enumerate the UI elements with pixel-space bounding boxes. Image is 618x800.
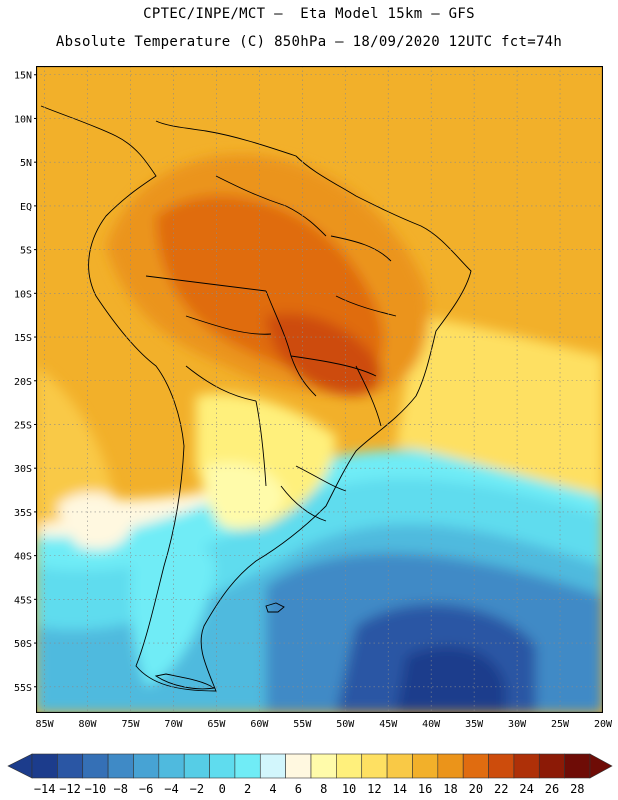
lon-tick-label: 85W bbox=[36, 719, 55, 730]
colorbar-label: −10 bbox=[85, 782, 107, 796]
lon-tick-label: 80W bbox=[79, 719, 98, 730]
colorbar-label: 4 bbox=[269, 782, 276, 796]
colorbar-label: −4 bbox=[164, 782, 178, 796]
colorbar-label: 28 bbox=[570, 782, 584, 796]
lon-tick-label: 65W bbox=[207, 719, 226, 730]
lat-tick-label: 25S bbox=[14, 420, 32, 431]
colorbar-label: −14 bbox=[34, 782, 56, 796]
colorbar-label: 20 bbox=[469, 782, 483, 796]
colorbar-swatch bbox=[564, 753, 591, 779]
colorbar-label: −6 bbox=[139, 782, 153, 796]
lon-tick-label: 40W bbox=[422, 719, 441, 730]
lat-tick-label: EQ bbox=[20, 202, 32, 213]
colorbar-label: −8 bbox=[114, 782, 128, 796]
colorbar-swatch bbox=[234, 753, 261, 779]
lon-tick-label: 35W bbox=[465, 719, 484, 730]
lat-lon-grid bbox=[36, 66, 603, 713]
colorbar-swatch bbox=[82, 753, 109, 779]
colorbar-label: −12 bbox=[59, 782, 81, 796]
map-frame bbox=[36, 66, 603, 713]
lon-tick-label: 60W bbox=[250, 719, 269, 730]
colorbar-label: −2 bbox=[190, 782, 204, 796]
colorbar-label: 2 bbox=[244, 782, 251, 796]
lat-tick-label: 45S bbox=[14, 595, 32, 606]
colorbar-label: 24 bbox=[519, 782, 533, 796]
colorbar-swatch bbox=[133, 753, 160, 779]
colorbar-label: 12 bbox=[367, 782, 381, 796]
lon-tick-label: 30W bbox=[508, 719, 527, 730]
lat-tick-label: 20S bbox=[14, 377, 32, 388]
colorbar-label: 6 bbox=[295, 782, 302, 796]
lat-tick-label: 40S bbox=[14, 552, 32, 563]
colorbar-swatch bbox=[336, 753, 363, 779]
colorbar-swatch bbox=[310, 753, 337, 779]
colorbar-swatch bbox=[437, 753, 464, 779]
colorbar-swatch bbox=[209, 753, 236, 779]
lon-tick-label: 70W bbox=[164, 719, 183, 730]
lon-tick-label: 75W bbox=[121, 719, 140, 730]
coastlines bbox=[40, 105, 472, 692]
lat-tick-label: 10S bbox=[14, 289, 32, 300]
colorbar-swatch bbox=[538, 753, 565, 779]
lon-tick-label: 20W bbox=[594, 719, 613, 730]
lon-tick-label: 25W bbox=[551, 719, 570, 730]
colorbar-swatch bbox=[386, 753, 413, 779]
colorbar-swatch bbox=[158, 753, 185, 779]
colorbar-swatch bbox=[31, 753, 58, 779]
colorbar-swatch bbox=[462, 753, 489, 779]
lon-tick-label: 45W bbox=[379, 719, 398, 730]
lat-tick-label: 55S bbox=[14, 683, 32, 694]
colorbar-swatch bbox=[285, 753, 312, 779]
colorbar-swatch bbox=[183, 753, 210, 779]
colorbar-low-arrow bbox=[7, 753, 33, 779]
colorbar-swatch bbox=[513, 753, 540, 779]
chart-title-line2: Absolute Temperature (C) 850hPa – 18/09/… bbox=[55, 34, 563, 50]
lon-tick-label: 55W bbox=[293, 719, 312, 730]
temperature-field bbox=[36, 66, 603, 713]
colorbar-swatch bbox=[412, 753, 439, 779]
lat-tick-label: 30S bbox=[14, 464, 32, 475]
lat-tick-label: 15N bbox=[14, 71, 32, 82]
colorbar-label: 10 bbox=[342, 782, 356, 796]
colorbar-label: 18 bbox=[443, 782, 457, 796]
colorbar-swatch bbox=[107, 753, 134, 779]
colorbar-label: 0 bbox=[219, 782, 226, 796]
colorbar: −14 −12 −10 −8 −6 −4 −2 0 2 4 6 8 10 12 14 16 18 20 22 24 26… bbox=[7, 753, 613, 796]
colorbar-swatch bbox=[488, 753, 515, 779]
lat-tick-label: 35S bbox=[14, 508, 32, 519]
lat-tick-label: 5N bbox=[20, 158, 32, 169]
colorbar-label: 22 bbox=[494, 782, 508, 796]
colorbar-label: 8 bbox=[320, 782, 327, 796]
colorbar-swatch bbox=[57, 753, 84, 779]
temperature-map bbox=[36, 66, 603, 713]
colorbar-swatch bbox=[361, 753, 388, 779]
colorbar-swatch bbox=[259, 753, 286, 779]
colorbar-label: 14 bbox=[393, 782, 407, 796]
colorbar-label: 16 bbox=[418, 782, 432, 796]
colorbar-high-arrow bbox=[589, 753, 613, 779]
lat-tick-label: 15S bbox=[14, 333, 32, 344]
colorbar-label: 26 bbox=[545, 782, 559, 796]
chart-title-line1: CPTEC/INPE/MCT – Eta Model 15km – GFS bbox=[143, 6, 475, 22]
lat-tick-label: 5S bbox=[20, 246, 32, 257]
lat-tick-label: 50S bbox=[14, 639, 32, 650]
lon-tick-label: 50W bbox=[336, 719, 355, 730]
lat-tick-label: 10N bbox=[14, 114, 32, 125]
